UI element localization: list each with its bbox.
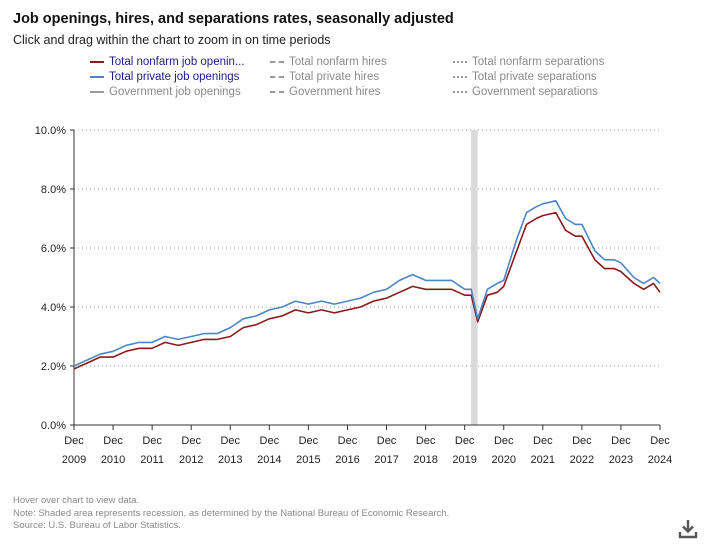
x-tick-label-month: Dec	[455, 435, 475, 447]
legend-label: Total nonfarm job openin...	[109, 56, 245, 68]
series-group	[73, 200, 661, 370]
x-tick-label-month: Dec	[142, 435, 162, 447]
y-tick-label: 2.0%	[41, 361, 66, 373]
x-tick-label-month: Dec	[260, 435, 280, 447]
chart-footer: Hover over chart to view data. Note: Sha…	[13, 495, 449, 533]
series-line	[73, 211, 661, 370]
legend-item[interactable]: Government separations	[453, 86, 598, 98]
y-tick-label: 10.0%	[35, 125, 66, 137]
x-tick-label-year: 2013	[218, 454, 242, 466]
x-tick-label-year: 2010	[101, 454, 125, 466]
x-tick-label-month: Dec	[650, 435, 670, 447]
x-tick-label-year: 2022	[570, 454, 594, 466]
x-tick-label-year: 2016	[335, 454, 359, 466]
legend-label: Government hires	[289, 86, 381, 98]
chart-area[interactable]: 0.0% 2.0% 4.0% 6.0% 8.0% 10.0% Dec 2009 Dec 2010…	[0, 0, 707, 495]
legend-swatch	[270, 91, 284, 93]
x-tick-label-month: Dec	[611, 435, 631, 447]
legend-swatch	[453, 91, 467, 93]
legend-label: Government job openings	[109, 86, 241, 98]
legend-swatch	[270, 61, 284, 63]
legend-item[interactable]: Total nonfarm hires	[270, 56, 387, 68]
x-tick-label-year: 2019	[452, 454, 476, 466]
source-note: Source: U.S. Bureau of Labor Statistics.	[13, 520, 181, 531]
legend-label: Total nonfarm hires	[289, 56, 387, 68]
y-tick-label: 4.0%	[41, 302, 66, 314]
legend-item[interactable]: Government hires	[270, 86, 380, 98]
x-tick-label-year: 2017	[374, 454, 398, 466]
y-axis: 0.0% 2.0% 4.0% 6.0% 8.0% 10.0%	[35, 125, 75, 432]
x-tick-label-month: Dec	[377, 435, 397, 447]
chart-title: Job openings, hires, and separations rat…	[13, 11, 454, 27]
legend-swatch	[90, 61, 104, 63]
y-tick-label: 8.0%	[41, 184, 66, 196]
legend-label: Total nonfarm separations	[472, 56, 605, 68]
x-tick-label-year: 2018	[413, 454, 437, 466]
hover-note: Hover over chart to view data.	[13, 495, 140, 506]
x-tick-label-year: 2014	[257, 454, 281, 466]
x-tick-label-month: Dec	[64, 435, 84, 447]
x-tick-label-month: Dec	[572, 435, 592, 447]
legend-item[interactable]: Total nonfarm job openin...	[90, 56, 245, 68]
legend: Total nonfarm job openin... Total nonfarm…	[90, 56, 650, 102]
legend-item[interactable]: Total private separations	[453, 71, 597, 83]
legend-label: Total private hires	[289, 71, 380, 83]
legend-label: Total private job openings	[109, 71, 240, 83]
x-tick-label-month: Dec	[220, 435, 240, 447]
recession-shading-group	[471, 130, 478, 425]
download-icon[interactable]	[678, 518, 698, 540]
x-tick-label-month: Dec	[299, 435, 319, 447]
x-tick-label-year: 2023	[609, 454, 633, 466]
legend-item[interactable]: Total private hires	[270, 71, 379, 83]
x-tick-label-year: 2021	[531, 454, 555, 466]
x-tick-label-year: 2024	[648, 454, 672, 466]
legend-item[interactable]: Total nonfarm separations	[453, 56, 604, 68]
legend-swatch	[90, 91, 104, 93]
x-axis: Dec 2009 Dec 2010 Dec 2011 Dec 2012 Dec 2013 Dec 20…	[62, 424, 672, 466]
x-tick-label-year: 2011	[140, 454, 164, 466]
x-tick-label-month: Dec	[181, 435, 201, 447]
legend-label: Government separations	[472, 86, 598, 98]
grid-lines	[74, 129, 660, 367]
x-tick-label-year: 2012	[179, 454, 203, 466]
x-tick-label-month: Dec	[338, 435, 358, 447]
x-tick-label-year: 2009	[62, 454, 86, 466]
y-tick-label: 6.0%	[41, 243, 66, 255]
legend-swatch	[270, 76, 284, 78]
legend-item[interactable]: Government job openings	[90, 86, 241, 98]
legend-swatch	[90, 76, 104, 78]
legend-swatch	[453, 76, 467, 78]
recession-note: Note: Shaded area represents recession, …	[13, 507, 450, 519]
legend-item[interactable]: Total private job openings	[90, 71, 239, 83]
legend-swatch	[453, 61, 467, 63]
x-tick-label-month: Dec	[533, 435, 553, 447]
x-tick-label-month: Dec	[416, 435, 436, 447]
recession-shading	[471, 130, 478, 425]
chart-subtitle: Click and drag within the chart to zoom …	[13, 33, 331, 47]
x-tick-label-month: Dec	[494, 435, 514, 447]
legend-label: Total private separations	[472, 71, 597, 83]
x-tick-label-month: Dec	[103, 435, 123, 447]
x-tick-label-year: 2015	[296, 454, 320, 466]
x-tick-label-year: 2020	[491, 454, 515, 466]
y-tick-label: 0.0%	[41, 420, 66, 432]
series-line	[73, 200, 661, 367]
